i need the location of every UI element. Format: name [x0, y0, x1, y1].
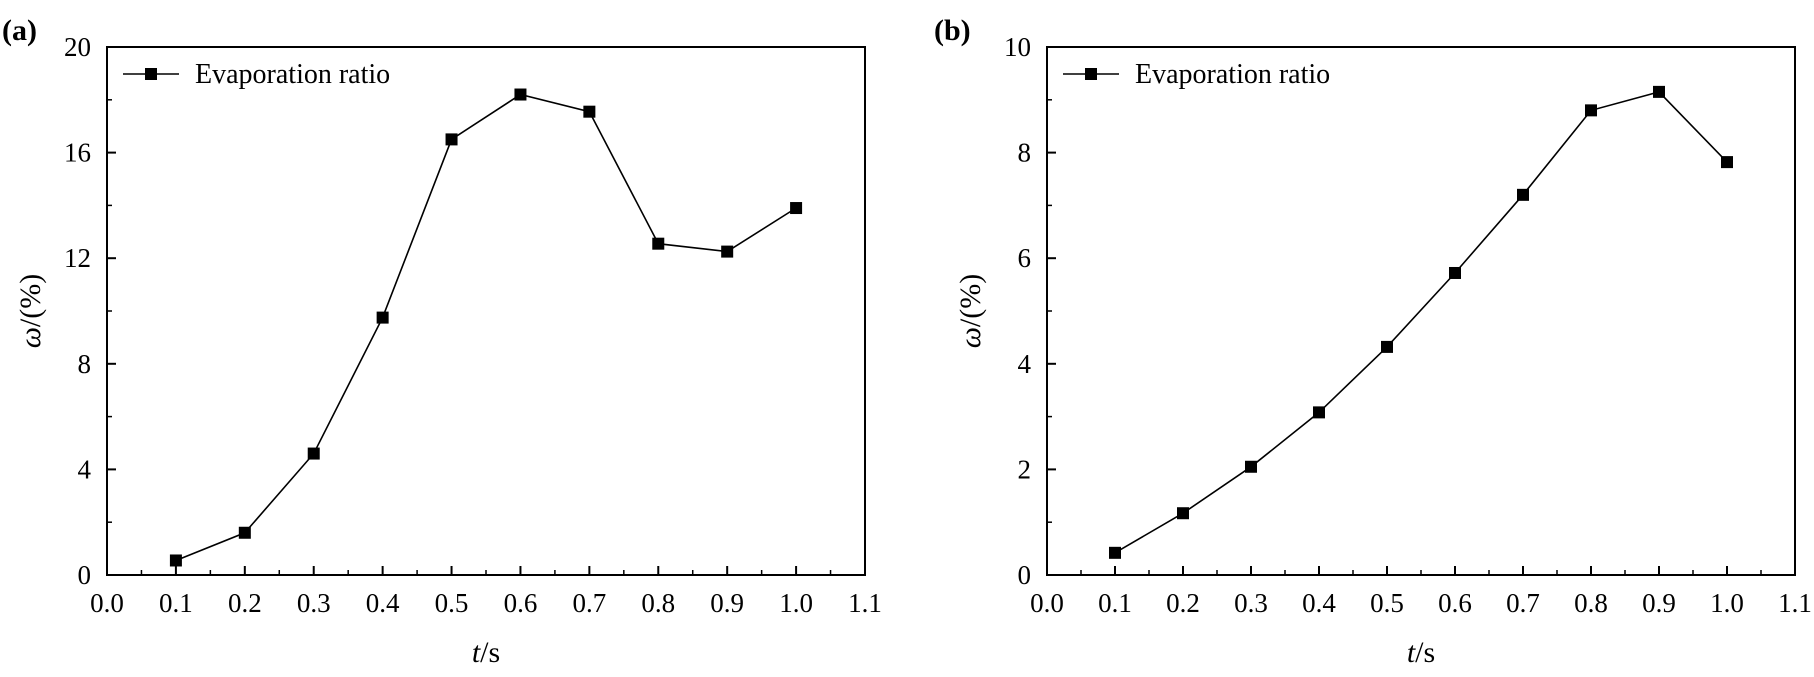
panel-a-x-axis-variable: t	[472, 636, 481, 669]
panel-b-y-tick-label: 6	[1018, 243, 1032, 273]
panel-b-data-point	[1517, 188, 1529, 201]
panel-a-data-point	[307, 447, 320, 460]
panel-a-data-point	[514, 88, 527, 101]
panel-a-y-tick-label: 4	[78, 454, 92, 484]
panel-a-data-point	[583, 105, 596, 118]
panel-b-x-axis-unit: /s	[1415, 636, 1435, 669]
panel-a-x-axis-title: t/s	[472, 636, 500, 669]
panel-b-label: (b)	[934, 14, 971, 47]
panel-a-y-axis-variable: ω	[14, 327, 47, 348]
panel-b-data-point	[1109, 546, 1121, 559]
panel-b-legend-label: Evaporation ratio	[1135, 59, 1330, 90]
panel-a-data-point	[721, 245, 734, 258]
panel-a-x-tick-label: 1.1	[848, 588, 882, 618]
panel-a-x-tick-label: 0.2	[228, 588, 262, 618]
panel-b-legend: Evaporation ratio	[1063, 59, 1330, 90]
panel-a-legend: Evaporation ratio	[123, 59, 390, 90]
panel-b-x-tick-label: 0.8	[1574, 588, 1608, 618]
panel-b-data-point	[1177, 507, 1189, 520]
panel-a-y-axis-unit: /(%)	[14, 274, 47, 327]
panel-b-y-axis-title: ω/(%)	[954, 274, 987, 349]
panel-b-y-tick-label: 2	[1018, 454, 1032, 484]
panel-a-frame	[106, 46, 866, 576]
panel-a-x-tick-label: 0.8	[641, 588, 675, 618]
panel-b-x-axis-variable: t	[1407, 636, 1416, 669]
panel-b-x-tick-label: 0.1	[1098, 588, 1132, 618]
panel-a-data-point	[169, 554, 182, 567]
panel-b-data-point	[1585, 104, 1597, 117]
panel-a-x-axis-unit: /s	[480, 636, 500, 669]
panel-a-legend-marker	[145, 68, 157, 80]
panel-a-y-tick-label: 16	[64, 138, 91, 168]
panel-b-data-point	[1721, 156, 1733, 169]
panel-b-y-axis-variable: ω	[954, 327, 987, 348]
panel-a-x-tick-label: 0.4	[366, 588, 400, 618]
panel-b-x-tick-label: 0.9	[1642, 588, 1676, 618]
panel-a-y-tick-label: 0	[78, 560, 92, 590]
panel-b-x-axis-title: t/s	[1407, 636, 1435, 669]
panel-a-y-tick-label: 20	[64, 32, 91, 62]
panel-a-data-point	[445, 133, 458, 146]
panel-a-x-tick-label: 0.5	[435, 588, 469, 618]
panel-a-x-tick-label: 0.0	[90, 588, 124, 618]
panel-b-data-point	[1245, 460, 1257, 473]
panel-b-y-tick-label: 4	[1018, 349, 1032, 379]
panel-a-x-tick-label: 0.3	[297, 588, 331, 618]
panel-b-x-tick-label: 0.6	[1438, 588, 1472, 618]
panel-a-x-tick-label: 1.0	[779, 588, 813, 618]
panel-a-x-tick-label: 0.1	[159, 588, 193, 618]
panel-a: (a) 0.0 0.1 0.2 0.3 0.4 0.5 0.6 0.7 0.8 0.9 1.0 1.1 0…	[2, 14, 882, 669]
panel-a-label: (a)	[2, 14, 37, 47]
panel-a-series-line	[175, 93, 797, 562]
panel-b-y-axis-unit: /(%)	[954, 274, 987, 327]
panel-a-data-point	[238, 526, 251, 539]
panel-b-x-tick-label: 0.3	[1234, 588, 1268, 618]
panel-b-legend-marker	[1085, 68, 1097, 80]
panel-b-x-tick-label: 1.1	[1778, 588, 1812, 618]
panel-b-y-tick-label: 0	[1018, 560, 1032, 590]
panel-a-y-tick-label: 8	[78, 349, 92, 379]
panel-a-legend-label: Evaporation ratio	[195, 59, 390, 90]
panel-b-data-point	[1653, 85, 1665, 98]
panel-a-data-point	[790, 202, 803, 215]
panel-b-x-tick-label: 0.7	[1506, 588, 1540, 618]
panel-a-x-tick-label: 0.9	[710, 588, 744, 618]
panel-b: (b) 0.0 0.1 0.2 0.3 0.4 0.5 0.6 0.7 0.8 0.9 1.0 1.1 0…	[934, 14, 1812, 669]
panel-b-x-tick-label: 0.0	[1030, 588, 1064, 618]
panel-b-y-tick-label: 10	[1004, 32, 1031, 62]
panel-b-x-tick-label: 1.0	[1710, 588, 1744, 618]
panel-b-x-tick-label: 0.2	[1166, 588, 1200, 618]
panel-a-x-tick-label: 0.7	[572, 588, 606, 618]
panel-a-y-axis-title: ω/(%)	[14, 274, 47, 349]
panel-b-x-tick-label: 0.4	[1302, 588, 1336, 618]
panel-b-series-line	[1114, 91, 1728, 554]
panel-a-data-point	[652, 237, 665, 250]
panel-a-y-tick-label: 12	[64, 243, 91, 273]
panel-b-data-point	[1449, 266, 1461, 279]
panel-b-x-tick-label: 0.5	[1370, 588, 1404, 618]
panel-b-data-point	[1313, 406, 1325, 419]
panel-b-y-tick-label: 8	[1018, 138, 1032, 168]
panel-b-data-point	[1381, 340, 1393, 353]
panel-a-data-point	[376, 311, 389, 324]
panel-a-x-tick-label: 0.6	[504, 588, 538, 618]
